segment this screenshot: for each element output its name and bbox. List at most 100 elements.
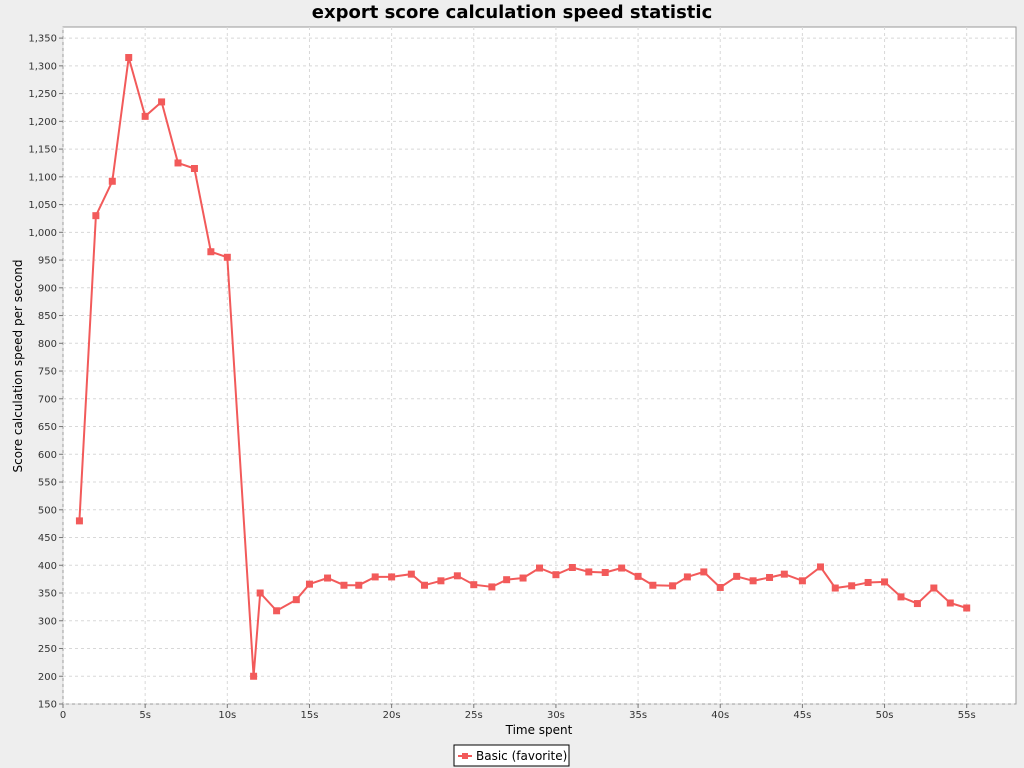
y-tick-label: 1,200 [28, 117, 57, 128]
data-point [207, 248, 215, 256]
data-point [700, 568, 708, 576]
y-tick-label: 550 [38, 478, 57, 489]
y-tick-label: 350 [38, 589, 57, 600]
y-tick-label: 250 [38, 644, 57, 655]
data-point [766, 573, 774, 581]
x-tick-label: 40s [711, 710, 729, 721]
data-point [831, 584, 839, 592]
data-point [634, 572, 642, 580]
y-tick-label: 1,150 [28, 145, 57, 156]
y-tick-label: 600 [38, 450, 57, 461]
data-point [407, 570, 415, 578]
data-point [897, 593, 905, 601]
data-point [305, 580, 313, 588]
y-tick-label: 150 [38, 700, 57, 711]
y-tick-label: 900 [38, 283, 57, 294]
y-tick-label: 650 [38, 422, 57, 433]
x-tick-label: 35s [629, 710, 647, 721]
y-tick-label: 850 [38, 311, 57, 322]
data-point [190, 165, 198, 173]
data-point [75, 517, 83, 525]
legend[interactable]: Basic (favorite) [453, 744, 570, 767]
data-point [503, 576, 511, 584]
data-point [780, 570, 788, 578]
y-tick-label: 400 [38, 561, 57, 572]
data-point [552, 571, 560, 579]
y-tick-label: 800 [38, 339, 57, 350]
data-point [618, 564, 626, 572]
y-tick-label: 450 [38, 533, 57, 544]
data-point [816, 563, 824, 571]
data-point [371, 573, 379, 581]
data-point [683, 573, 691, 581]
y-tick-label: 1,000 [28, 228, 57, 239]
legend-marker-square-icon [462, 753, 468, 759]
data-point [256, 589, 264, 597]
x-tick-label: 20s [383, 710, 401, 721]
data-point [324, 574, 332, 582]
y-tick-label: 1,350 [28, 34, 57, 45]
data-point [340, 581, 348, 589]
data-point [798, 577, 806, 585]
y-tick-label: 950 [38, 256, 57, 267]
x-tick-label: 25s [465, 710, 483, 721]
x-tick-label: 5s [139, 710, 151, 721]
data-point [864, 578, 872, 586]
data-point [174, 159, 182, 167]
data-point [649, 581, 657, 589]
data-point [568, 563, 576, 571]
data-point [437, 577, 445, 585]
data-point [453, 572, 461, 580]
y-tick-label: 1,050 [28, 200, 57, 211]
data-point [848, 582, 856, 590]
y-axis-label: Score calculation speed per second [11, 259, 25, 472]
x-tick-label: 50s [876, 710, 894, 721]
grid-lines [62, 27, 1016, 705]
plot-area [62, 26, 1017, 705]
data-point [749, 577, 757, 585]
data-point [881, 578, 889, 586]
x-axis: 0 5s 10s 15s 20s 25s 30s 35s 40s 45s 50s 55s [60, 704, 976, 721]
data-point [669, 582, 677, 590]
data-point [470, 581, 478, 589]
data-point [488, 583, 496, 591]
x-tick-label: 30s [547, 710, 565, 721]
y-tick-label: 300 [38, 616, 57, 627]
data-point [716, 583, 724, 591]
x-tick-label: 45s [793, 710, 811, 721]
data-point [733, 572, 741, 580]
data-point [250, 672, 258, 680]
data-point [292, 596, 300, 604]
data-point [273, 607, 281, 615]
x-tick-label: 10s [218, 710, 236, 721]
data-point [223, 253, 231, 261]
legend-entry-basic-favorite: Basic (favorite) [476, 749, 567, 763]
data-point [946, 599, 954, 607]
data-point [141, 112, 149, 120]
data-point [355, 581, 363, 589]
data-point [108, 177, 116, 185]
y-tick-label: 1,300 [28, 61, 57, 72]
data-point [963, 604, 971, 612]
y-tick-label: 200 [38, 672, 57, 683]
y-axis: 150 200 250 300 350 400 450 500 550 600 650 700 750 8… [28, 34, 63, 711]
data-point [601, 568, 609, 576]
x-tick-label: 55s [958, 710, 976, 721]
legend-box [453, 744, 570, 767]
data-point [913, 600, 921, 608]
data-point [92, 212, 100, 220]
data-point [536, 564, 543, 572]
y-tick-label: 700 [38, 394, 57, 405]
data-point [519, 574, 527, 582]
series-basic-favorite [75, 54, 971, 680]
data-point [158, 98, 166, 106]
y-tick-label: 750 [38, 367, 57, 378]
data-point [420, 581, 428, 589]
data-point [125, 54, 133, 62]
y-tick-label: 500 [38, 505, 57, 516]
chart-title: export score calculation speed statistic [312, 2, 713, 23]
y-tick-label: 1,250 [28, 89, 57, 100]
data-point [930, 584, 938, 592]
x-tick-label: 0 [60, 710, 66, 721]
